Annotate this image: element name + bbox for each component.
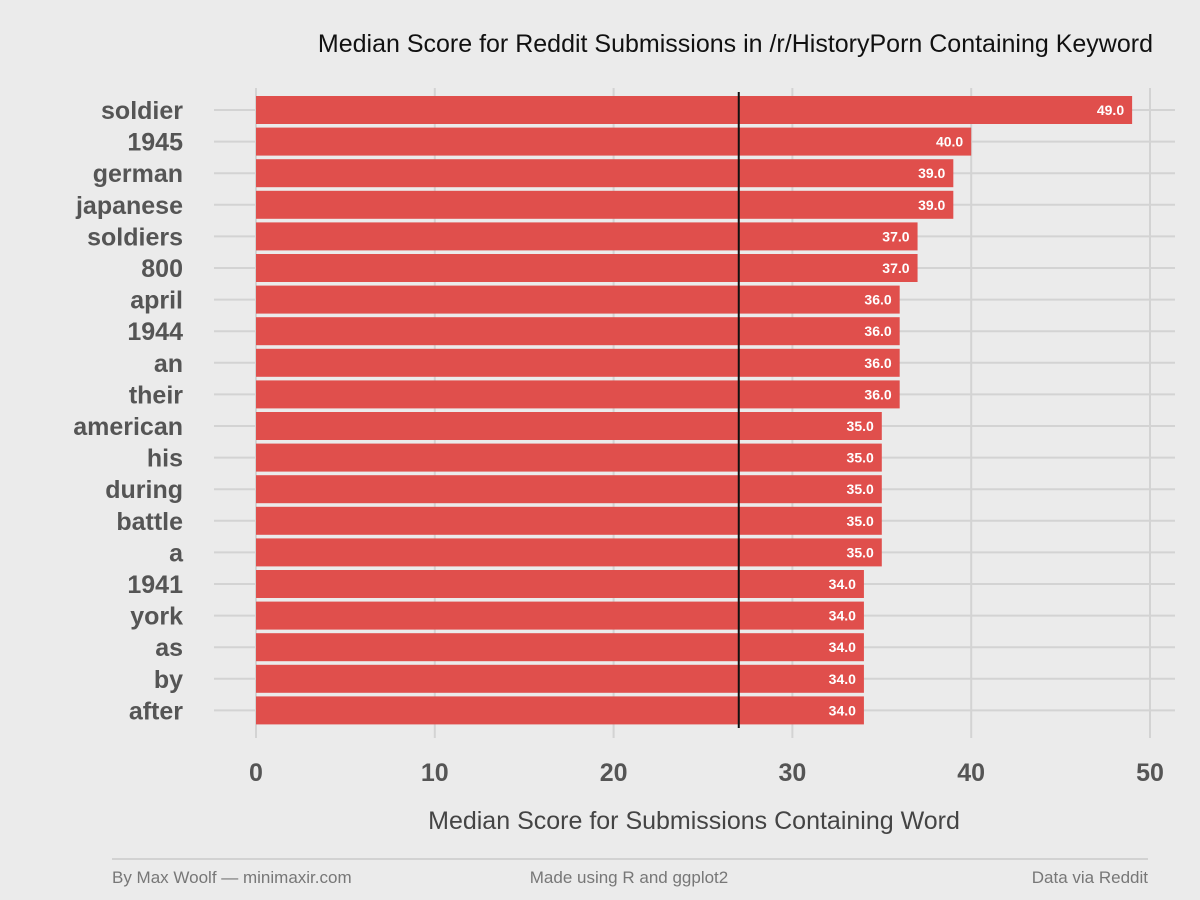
data-label-during: 35.0 (847, 481, 874, 497)
bar-during (256, 475, 882, 504)
bar-1944 (256, 317, 900, 346)
category-label-york: york (130, 603, 183, 631)
bar-800 (256, 254, 918, 282)
x-tick-label-10: 10 (421, 759, 449, 787)
x-tick-label-40: 40 (957, 759, 985, 787)
data-label-american: 35.0 (847, 418, 874, 434)
bar-soldiers (256, 222, 918, 251)
category-label-during: during (105, 476, 183, 504)
bar-york (256, 601, 864, 630)
category-labels: soldier 1945 german japanese soldiers 800 apri… (73, 97, 184, 725)
data-label-japanese: 39.0 (918, 197, 945, 213)
bar-1945 (256, 127, 972, 156)
bar-after (256, 696, 864, 725)
category-label-a: a (169, 539, 184, 567)
data-label-battle: 35.0 (847, 513, 874, 529)
category-label-their: their (129, 381, 183, 409)
bar-april (256, 285, 900, 314)
x-tick-label-30: 30 (778, 759, 806, 787)
bar-his (256, 443, 882, 472)
category-label-soldiers: soldiers (87, 223, 183, 251)
data-label-their: 36.0 (864, 386, 891, 402)
chart-title: Median Score for Reddit Submissions in /… (318, 30, 1153, 58)
data-label-german: 39.0 (918, 165, 945, 181)
x-tick-label-0: 0 (249, 759, 263, 787)
x-tick-label-50: 50 (1136, 759, 1164, 787)
x-tick-label-20: 20 (600, 759, 628, 787)
category-label-by: by (154, 666, 183, 694)
bar-a (256, 538, 882, 567)
data-label-a: 35.0 (847, 544, 874, 560)
bar-as (256, 633, 864, 662)
data-label-by: 34.0 (829, 671, 856, 687)
data-label-his: 35.0 (847, 450, 874, 466)
category-label-april: april (130, 287, 183, 315)
data-label-soldiers: 37.0 (882, 228, 909, 244)
data-label-1941: 34.0 (829, 576, 856, 592)
category-label-battle: battle (116, 508, 183, 536)
data-label-york: 34.0 (829, 608, 856, 624)
bar-soldier (256, 96, 1133, 124)
bar-by (256, 664, 864, 693)
footer-tool: Made using R and ggplot2 (530, 868, 728, 887)
x-tick-labels: 0 10 20 30 40 50 (249, 759, 1164, 787)
category-label-his: his (147, 445, 183, 473)
data-label-soldier: 49.0 (1097, 102, 1124, 118)
data-label-1945: 40.0 (936, 134, 963, 150)
footer-source: Data via Reddit (1032, 868, 1149, 887)
category-label-1941: 1941 (127, 571, 183, 599)
category-label-german: german (93, 160, 183, 188)
bar-an (256, 348, 900, 377)
data-label-1944: 36.0 (864, 323, 891, 339)
category-label-as: as (155, 634, 183, 662)
data-label-april: 36.0 (864, 292, 891, 308)
x-axis-title: Median Score for Submissions Containing … (428, 807, 960, 835)
data-label-after: 34.0 (829, 702, 856, 718)
data-label-as: 34.0 (829, 639, 856, 655)
data-label-an: 36.0 (864, 355, 891, 371)
category-label-american: american (73, 413, 183, 441)
bar-battle (256, 506, 882, 535)
footer-credit: By Max Woolf — minimaxir.com (112, 868, 352, 887)
bars: 49.0 40.0 39.0 39.0 37.0 37.0 36.0 36.0 36.0 36.0… (256, 96, 1133, 725)
category-label-soldier: soldier (101, 97, 183, 125)
category-label-after: after (129, 697, 183, 725)
bar-japanese (256, 190, 954, 219)
category-label-1944: 1944 (127, 318, 183, 346)
category-label-an: an (154, 350, 183, 378)
bar-german (256, 159, 954, 188)
category-label-1945: 1945 (127, 129, 183, 157)
bar-their (256, 380, 900, 409)
data-label-800: 37.0 (882, 260, 909, 276)
bar-1941 (256, 570, 864, 598)
category-label-800: 800 (141, 255, 183, 283)
category-label-japanese: japanese (75, 192, 183, 220)
bar-american (256, 412, 882, 440)
